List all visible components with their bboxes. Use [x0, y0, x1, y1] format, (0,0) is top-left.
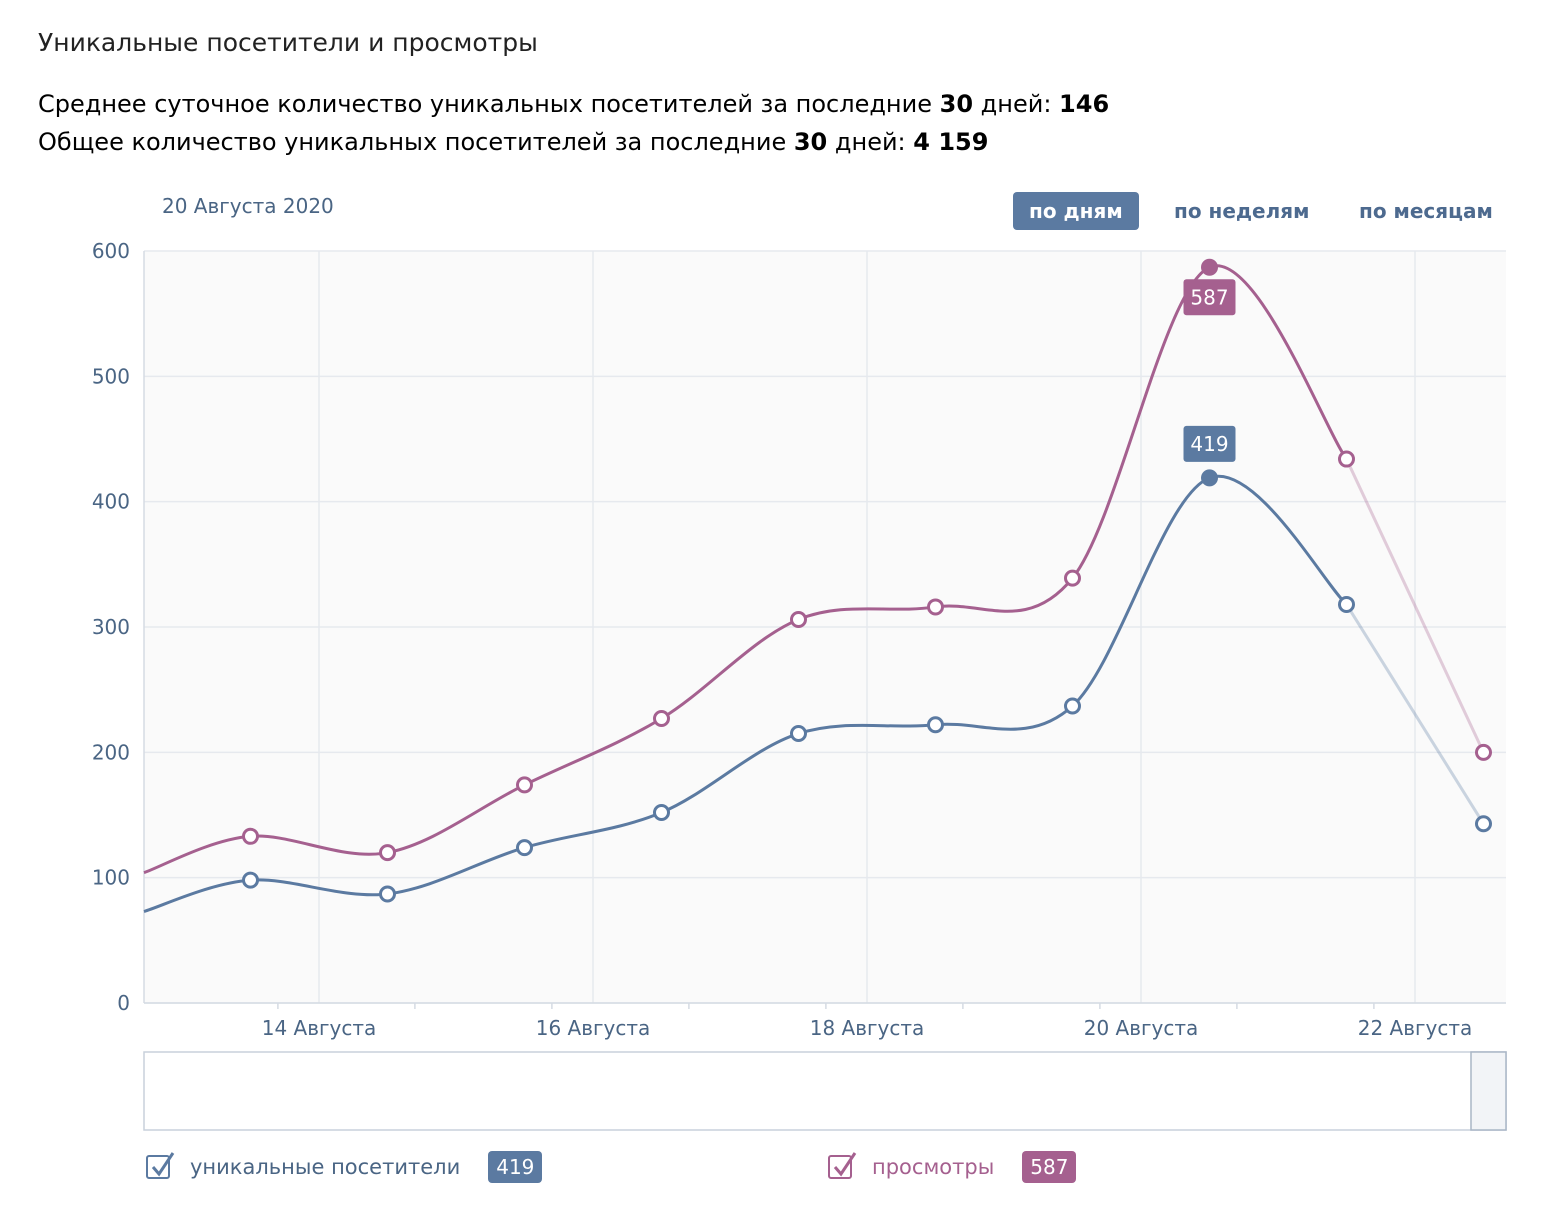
visitors-value-badge: 419 [1190, 432, 1228, 456]
visitors-point [242, 871, 259, 889]
x-tick-label: 18 Августа [810, 1016, 925, 1040]
stat1-value: 146 [1059, 90, 1110, 118]
visitors-checkbox[interactable] [146, 1152, 175, 1179]
views-value-badge: 587 [1190, 285, 1228, 309]
stat2-mid: дней: [834, 128, 906, 156]
views-point [242, 827, 259, 845]
navigator [143, 1051, 1507, 1131]
total-visitors: Общее количество уникальных посетителей … [38, 128, 988, 156]
period-day-button[interactable]: по дням [1013, 192, 1139, 230]
visitors-point [379, 885, 396, 903]
y-tick-label: 400 [92, 490, 130, 514]
period-week-button[interactable]: по неделям [1174, 199, 1310, 223]
views-point [1201, 258, 1218, 276]
check-icon [833, 1152, 857, 1177]
x-tick-label: 14 Августа [262, 1016, 377, 1040]
y-tick-label: 0 [117, 991, 130, 1015]
views-point [1338, 450, 1355, 468]
views-point [1064, 569, 1081, 587]
views-point [790, 610, 807, 628]
period-month-button[interactable]: по месяцам [1359, 199, 1493, 223]
y-tick-label: 500 [92, 364, 130, 388]
navigator-window [1470, 1051, 1507, 1131]
visitors-legend-label: уникальные посетители [190, 1155, 461, 1179]
stat1-days: 30 [939, 90, 974, 118]
x-tick-label: 20 Августа [1084, 1016, 1199, 1040]
current-date-label: 20 Августа 2020 [162, 194, 334, 218]
visitors-point [1475, 815, 1492, 833]
y-tick-label: 100 [92, 866, 130, 890]
visitors-point [1201, 469, 1218, 487]
chart-title: Уникальные посетители и просмотры [38, 28, 538, 57]
views-checkbox[interactable] [828, 1152, 857, 1179]
views-point [379, 844, 396, 862]
visitors-line-partial [1345, 603, 1485, 825]
stat1-mid: дней: [980, 90, 1052, 118]
views-legend-badge: 587 [1022, 1151, 1077, 1183]
views-point [1475, 743, 1492, 761]
stat1-prefix: Среднее суточное количество уникальных п… [38, 90, 932, 118]
visitors-point [653, 803, 670, 821]
visitors-line [143, 474, 1348, 913]
visitors-point [516, 839, 533, 857]
x-tick-label: 22 Августа [1358, 1016, 1473, 1040]
stat2-days: 30 [793, 128, 828, 156]
y-tick-label: 600 [92, 239, 130, 263]
x-tick-label: 16 Августа [536, 1016, 651, 1040]
y-tick-label: 200 [92, 740, 130, 764]
visitors-legend-badge: 419 [488, 1151, 543, 1183]
legend-visitors[interactable]: уникальные посетители 419 [146, 1148, 543, 1186]
views-value-badge-bg [1183, 279, 1236, 316]
views-line-partial [1345, 458, 1485, 753]
views-point [516, 776, 533, 794]
views-legend-label: просмотры [872, 1155, 995, 1179]
y-tick-label: 300 [92, 615, 130, 639]
visitors-point [1064, 697, 1081, 715]
check-icon [151, 1152, 175, 1177]
avg-daily-visitors: Среднее суточное количество уникальных п… [38, 90, 1109, 118]
visitors-point [927, 716, 944, 734]
visitors-point [1338, 595, 1355, 613]
stat2-value: 4 159 [913, 128, 989, 156]
visitors-value-badge-bg [1183, 425, 1236, 462]
stat2-prefix: Общее количество уникальных посетителей … [38, 128, 787, 156]
legend-views[interactable]: просмотры 587 [828, 1148, 1077, 1186]
visitors-point [790, 725, 807, 743]
views-point [927, 598, 944, 616]
views-point [653, 709, 670, 727]
